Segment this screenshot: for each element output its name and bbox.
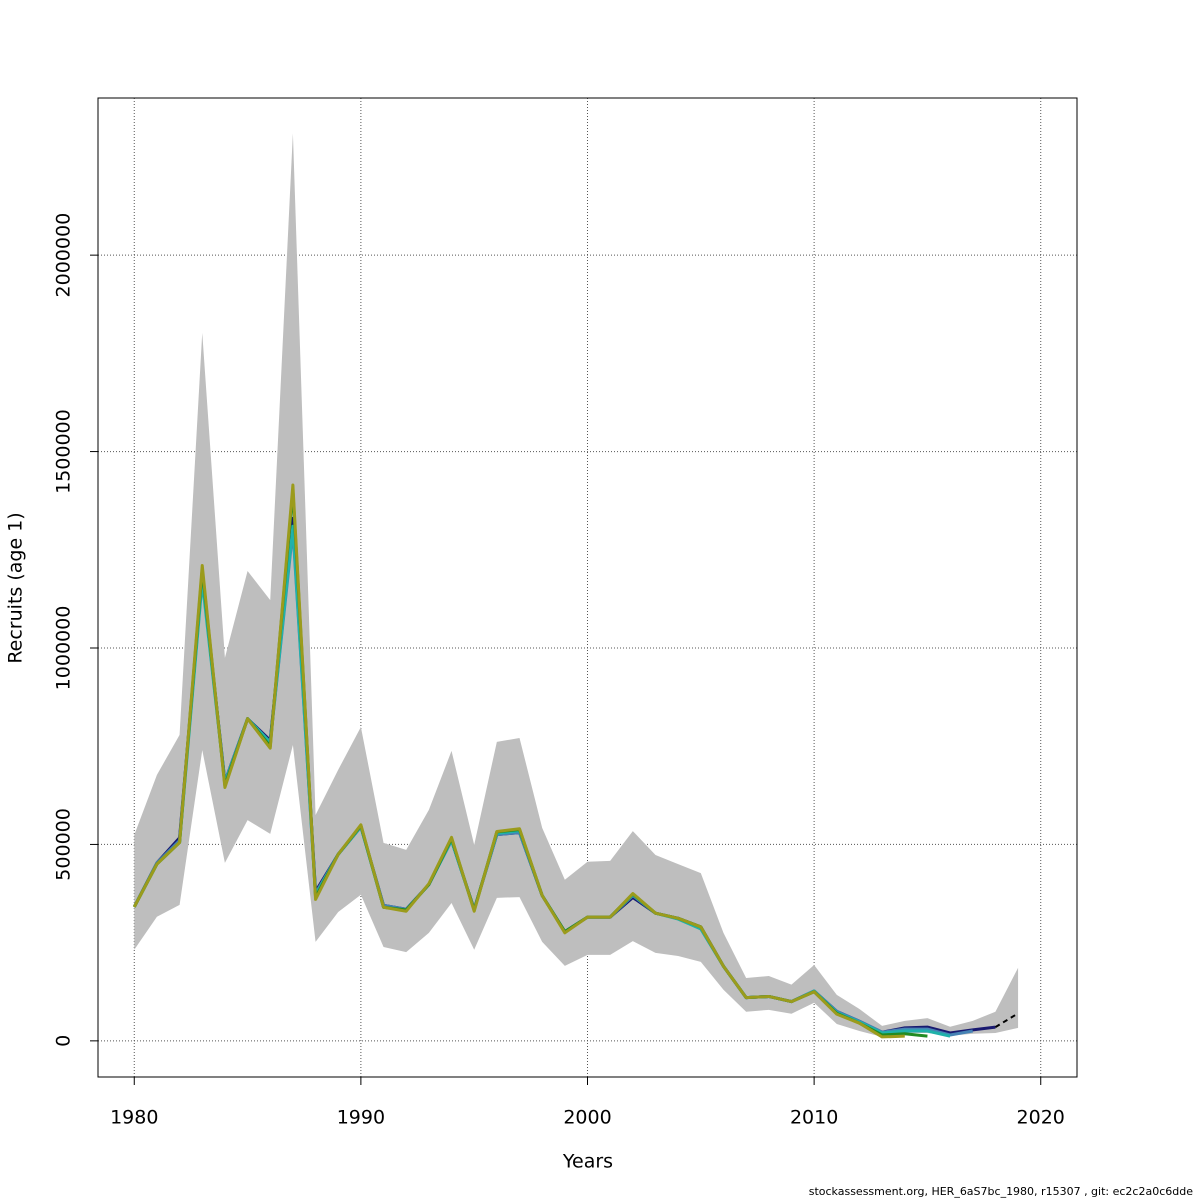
confidence-band <box>134 133 1019 1037</box>
y-tick-label: 1000000 <box>53 606 75 691</box>
y-axis-title: Recruits (age 1) <box>5 512 27 663</box>
x-tick-label: 1980 <box>110 1107 158 1129</box>
plot-area <box>98 98 1077 1077</box>
y-tick-label: 1500000 <box>53 409 75 494</box>
y-tick-label: 2000000 <box>53 213 75 298</box>
footnote: stockassessment.org, HER_6aS7bc_1980, r1… <box>809 1185 1194 1198</box>
x-tick-label: 1990 <box>337 1107 385 1129</box>
series-line <box>994 1012 1019 1028</box>
x-axis-title: Years <box>562 1151 613 1173</box>
series-line <box>132 483 905 1039</box>
y-tick-label: 500000 <box>53 808 75 881</box>
x-tick-label: 2020 <box>1017 1107 1065 1129</box>
y-tick-label: 0 <box>53 1035 75 1047</box>
x-tick-label: 2010 <box>790 1107 838 1129</box>
x-tick-label: 2000 <box>563 1107 611 1129</box>
